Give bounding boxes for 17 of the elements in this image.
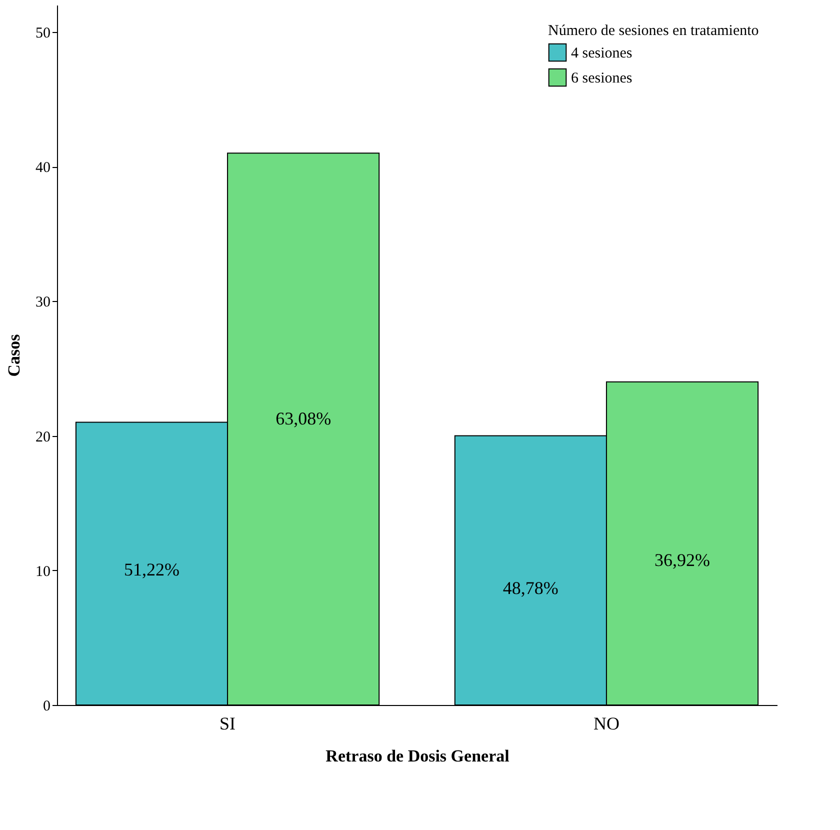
y-tick-label: 0 bbox=[43, 698, 50, 714]
annotation: 63,08% bbox=[276, 408, 332, 429]
annotation: 48,78% bbox=[502, 578, 558, 598]
legend-title: Número de sesiones en tratamiento bbox=[548, 23, 759, 39]
x-tick-label: SI bbox=[220, 714, 236, 734]
x-axis-title: Retraso de Dosis General bbox=[326, 746, 510, 766]
y-tick-label: 30 bbox=[36, 294, 50, 311]
y-tick-label: 40 bbox=[36, 160, 50, 176]
annotation: 36,92% bbox=[654, 550, 710, 570]
y-axis-title: Casos bbox=[4, 334, 24, 377]
x-tick-label: NO bbox=[593, 714, 620, 734]
annotation: 51,22% bbox=[124, 559, 180, 580]
y-tick-label: 10 bbox=[36, 564, 50, 580]
y-tick-label: 20 bbox=[36, 429, 50, 446]
y-tick-label: 50 bbox=[36, 25, 50, 42]
legend-label: 4 sesiones bbox=[571, 46, 632, 62]
legend-label: 6 sesiones bbox=[571, 70, 632, 86]
